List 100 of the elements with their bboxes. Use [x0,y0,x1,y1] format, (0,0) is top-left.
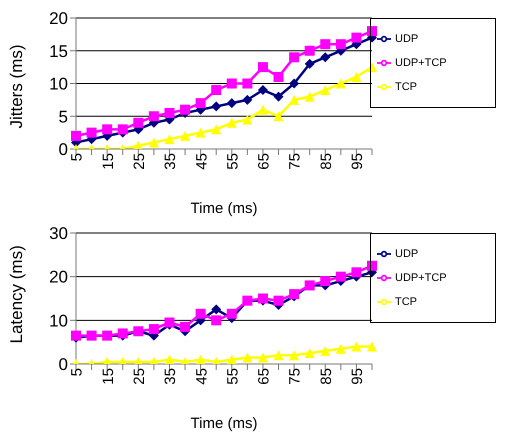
point [320,85,330,96]
point [336,344,346,354]
point [274,72,284,82]
x-tick-label: 45 [193,153,210,170]
legend-label: UDP+TCP [395,57,447,69]
point [211,304,222,314]
point [367,342,377,352]
point [367,26,377,36]
y-tick-label: 20 [49,268,68,287]
point [164,108,174,118]
point [320,39,330,50]
x-tick-label: 25 [130,153,148,170]
point [336,39,346,50]
point [226,308,237,319]
x-axis-title: Time (ms) [190,200,258,217]
point [118,328,128,338]
point [180,130,190,141]
point [226,354,237,364]
point [289,94,300,105]
point [336,78,346,88]
x-tick-label: 95 [349,368,366,385]
legend-label: TCP [395,81,417,93]
point [274,111,284,122]
point [274,92,284,102]
point [320,276,330,286]
point [289,52,300,62]
point [211,124,222,134]
point [289,350,300,360]
y-tick-label: 10 [49,74,68,94]
point [242,114,252,125]
point [351,32,362,43]
point [320,346,330,356]
point [133,118,144,128]
point [226,118,237,128]
point [351,72,362,82]
point [148,111,159,122]
point [71,130,81,141]
y-tick-label: 15 [49,42,68,61]
point [211,315,222,326]
y-tick-label: 20 [49,9,68,28]
point [86,128,97,138]
x-tick-label: 75 [286,368,304,385]
y-axis-title: Jitters (ms) [7,44,26,128]
legend-label: UDP [395,248,418,260]
point [196,308,206,319]
point [164,354,174,364]
point [336,272,346,282]
legend-label: TCP [395,296,417,308]
x-tick-label: 5 [68,368,86,376]
point [258,85,268,96]
x-tick-label: 15 [100,368,117,385]
point [164,134,174,144]
point [196,354,206,364]
x-axis-title: Time (ms) [190,415,258,432]
point [196,128,206,138]
point [351,267,362,278]
y-axis-title: Latency (ms) [7,245,26,344]
y-tick-label: 10 [49,311,68,330]
x-tick-label: 45 [193,368,210,385]
legend-label: UDP [395,33,418,45]
point [180,322,190,332]
point [351,342,362,352]
point [196,98,206,108]
point [211,101,222,112]
point [226,98,237,108]
point [211,85,222,96]
point [258,62,268,72]
y-tick-label: 5 [58,107,68,126]
point [102,124,112,134]
x-tick-label: 35 [162,368,180,385]
point [274,296,284,306]
point [320,52,330,62]
x-tick-label: 55 [224,368,242,385]
y-tick-label: 0 [58,140,68,160]
x-tick-label: 65 [256,153,273,170]
point [242,94,252,105]
x-tick-label: 25 [130,368,148,385]
y-tick-label: 30 [49,224,68,244]
point [242,78,252,88]
point [226,78,237,88]
point [258,352,268,362]
point [148,324,159,334]
point [242,352,252,362]
x-tick-label: 75 [286,153,304,170]
point [148,137,159,148]
point [258,104,268,115]
point [118,124,128,134]
x-tick-label: 35 [162,153,180,170]
point [367,260,377,271]
x-tick-label: 15 [100,153,117,170]
point [304,46,315,56]
point [304,92,315,102]
y-tick-label: 0 [58,355,68,374]
point [304,348,315,358]
x-tick-label: 65 [256,368,273,385]
x-tick-label: 85 [318,368,335,385]
point [274,350,284,360]
point [258,294,268,304]
point [180,104,190,115]
legend-label: UDP+TCP [395,272,447,284]
